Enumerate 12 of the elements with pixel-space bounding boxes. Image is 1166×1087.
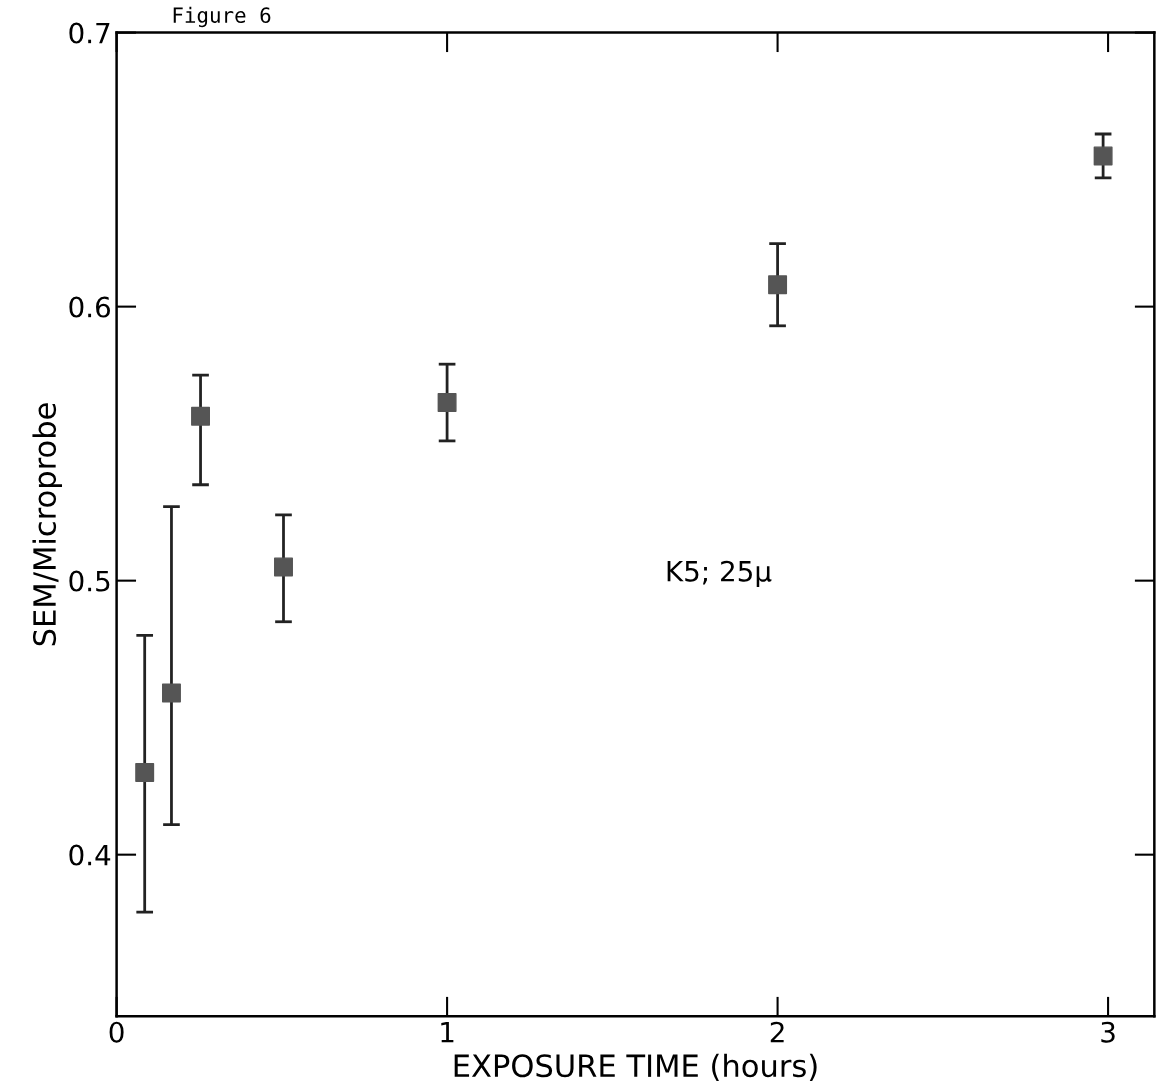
y-tick-label: 0.5 bbox=[69, 570, 110, 592]
chart-title: Figure 6 bbox=[173, 6, 271, 28]
x-tick-label: 3 bbox=[1101, 1021, 1115, 1043]
x-tick-label: 1 bbox=[441, 1022, 454, 1043]
annotation: K5; 25μ bbox=[667, 560, 772, 588]
x-axis-title: EXPOSURE TIME (hours) bbox=[454, 1053, 817, 1081]
x-tick-label: 0 bbox=[109, 1021, 124, 1043]
x-tick-label: 2 bbox=[770, 1021, 784, 1043]
y-tick-label: 0.4 bbox=[69, 844, 111, 866]
y-axis-title: SEM/Microprobe bbox=[32, 403, 63, 646]
y-tick-label: 0.7 bbox=[69, 22, 110, 44]
y-tick-label: 0.6 bbox=[69, 296, 110, 318]
